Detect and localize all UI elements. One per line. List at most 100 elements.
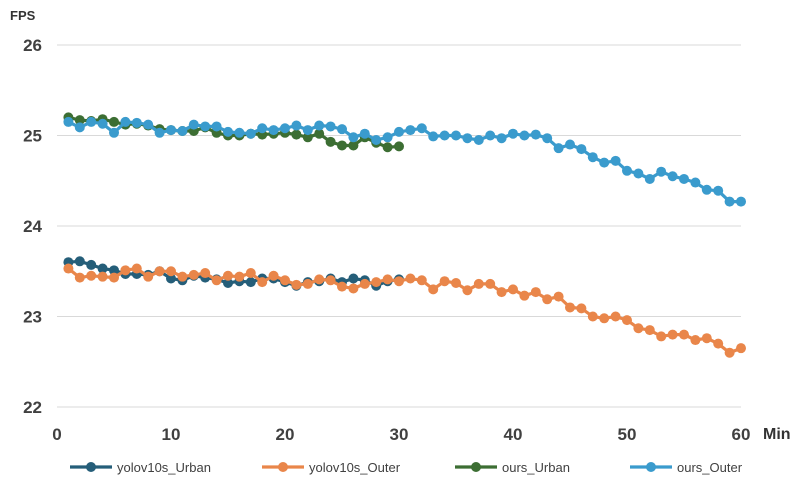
data-point xyxy=(439,276,450,287)
data-point xyxy=(166,266,176,277)
data-point xyxy=(154,127,165,138)
legend-item: yolov10s_Urban xyxy=(70,460,211,475)
data-point xyxy=(485,278,496,289)
data-point xyxy=(622,315,632,326)
data-point xyxy=(291,279,302,290)
data-point xyxy=(359,278,370,289)
data-point xyxy=(736,196,746,207)
data-point xyxy=(245,128,256,139)
data-point xyxy=(565,139,575,150)
data-point xyxy=(280,275,290,286)
y-axis-ticks: 22 23 24 25 26 xyxy=(23,36,42,417)
data-point xyxy=(302,132,313,143)
data-point xyxy=(519,130,530,141)
gridlines xyxy=(57,44,741,408)
data-point xyxy=(337,281,347,292)
data-point xyxy=(485,130,496,141)
x-axis-label: Min xyxy=(763,426,791,443)
data-point xyxy=(234,127,245,138)
data-point xyxy=(371,277,382,288)
data-point xyxy=(587,152,598,163)
data-point xyxy=(314,120,325,131)
data-point xyxy=(736,343,746,354)
data-point xyxy=(633,168,644,179)
x-tick-label: 60 xyxy=(732,425,751,444)
data-point xyxy=(223,126,233,137)
data-point xyxy=(348,283,359,294)
data-point xyxy=(325,136,336,147)
data-point xyxy=(519,290,530,301)
data-point xyxy=(382,274,393,285)
y-tick-label: 22 xyxy=(23,398,42,417)
data-point xyxy=(268,270,279,281)
data-point xyxy=(234,271,245,282)
data-point xyxy=(257,277,268,288)
y-tick-label: 25 xyxy=(23,127,42,146)
x-tick-label: 30 xyxy=(390,425,409,444)
x-axis-ticks: 0 10 20 30 40 50 60 xyxy=(52,425,750,444)
data-point xyxy=(394,126,404,137)
data-point xyxy=(656,166,667,177)
data-point xyxy=(154,266,165,277)
data-point xyxy=(86,259,97,270)
data-point xyxy=(359,128,370,139)
data-point xyxy=(679,173,689,184)
data-point xyxy=(325,121,336,132)
data-point xyxy=(679,329,689,340)
data-point xyxy=(325,275,336,286)
data-point xyxy=(405,273,416,284)
legend-label: yolov10s_Urban xyxy=(117,460,211,475)
y-tick-label: 26 xyxy=(23,36,42,55)
data-point xyxy=(416,123,427,134)
data-point xyxy=(166,273,176,284)
data-point xyxy=(576,144,587,155)
y-tick-label: 24 xyxy=(23,217,42,236)
series-ours_Outer xyxy=(63,116,746,207)
data-point xyxy=(599,313,610,324)
legend: yolov10s_Urban yolov10s_Outer ours_Urban ou… xyxy=(70,460,743,475)
data-point xyxy=(701,184,712,195)
data-point xyxy=(667,171,678,182)
data-point xyxy=(200,268,211,279)
data-point xyxy=(86,270,97,281)
legend-swatch-marker xyxy=(646,462,656,472)
data-point xyxy=(280,123,290,134)
legend-item: ours_Outer xyxy=(630,460,743,475)
legend-swatch-marker xyxy=(278,462,288,472)
data-point xyxy=(348,273,359,284)
data-point xyxy=(143,119,154,130)
data-point xyxy=(610,155,621,166)
x-tick-label: 0 xyxy=(52,425,61,444)
data-point xyxy=(633,323,644,334)
x-tick-label: 40 xyxy=(504,425,523,444)
data-point xyxy=(63,116,74,127)
data-point xyxy=(542,294,553,305)
legend-item: ours_Urban xyxy=(455,460,570,475)
data-point xyxy=(131,117,142,128)
data-point xyxy=(530,129,541,140)
data-point xyxy=(166,125,176,136)
data-point xyxy=(291,129,302,140)
data-point xyxy=(109,265,119,276)
series-lines xyxy=(63,112,746,358)
data-point xyxy=(496,287,507,298)
data-point xyxy=(337,140,347,151)
data-point xyxy=(644,325,655,336)
data-point xyxy=(74,115,85,126)
data-point xyxy=(200,121,211,132)
data-point xyxy=(473,135,484,146)
y-axis-label: FPS xyxy=(10,8,36,23)
x-tick-label: 50 xyxy=(618,425,637,444)
data-point xyxy=(120,265,131,276)
data-point xyxy=(223,270,233,281)
legend-label: ours_Outer xyxy=(677,460,743,475)
data-point xyxy=(394,141,404,152)
data-point xyxy=(268,125,279,136)
series-yolov10s_Outer xyxy=(63,263,746,358)
data-point xyxy=(451,130,461,141)
data-point xyxy=(622,165,632,176)
data-point xyxy=(462,133,473,144)
data-point xyxy=(690,335,701,346)
data-point xyxy=(724,347,735,358)
